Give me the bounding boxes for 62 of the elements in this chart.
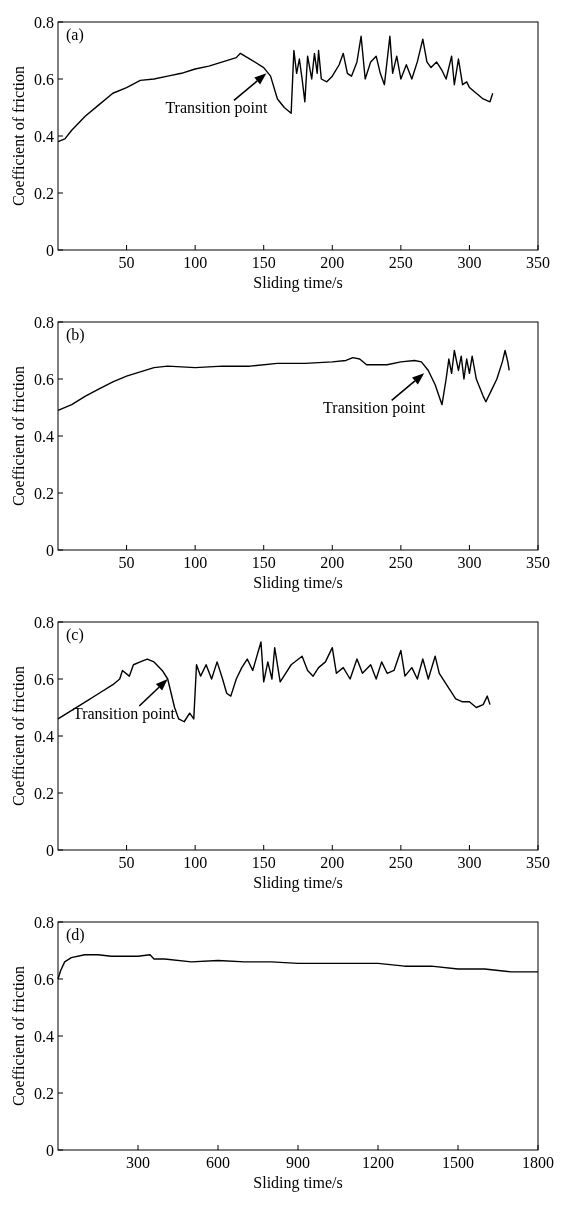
x-tick-label: 50 — [118, 554, 135, 571]
x-tick-label: 350 — [526, 854, 550, 871]
x-tick-label: 100 — [183, 254, 208, 271]
x-tick-label: 50 — [118, 254, 135, 271]
y-tick-label: 0.8 — [34, 913, 54, 931]
y-tick-label: 0 — [46, 841, 54, 859]
x-tick-label: 250 — [388, 554, 413, 571]
x-tick-label: 1800 — [522, 1154, 554, 1171]
x-tick-label: 300 — [457, 554, 482, 571]
x-tick-label: 200 — [320, 854, 345, 871]
x-tick-label: 300 — [457, 254, 482, 271]
y-tick-label: 0.4 — [34, 427, 54, 445]
x-axis-title: Sliding time/s — [253, 574, 343, 592]
y-tick-label: 0.6 — [34, 370, 54, 388]
y-tick-label: 0.6 — [34, 970, 54, 988]
annotation: Transition point — [323, 399, 426, 418]
y-tick-label: 0.2 — [34, 784, 54, 802]
x-tick-label: 1200 — [362, 1154, 394, 1171]
x-tick-label: 350 — [526, 254, 550, 271]
y-axis-title: Coefficient of friction — [10, 365, 27, 507]
y-tick-label: 0.8 — [34, 313, 54, 331]
y-tick-label: 0.4 — [34, 1027, 54, 1045]
y-tick-label: 0.8 — [34, 613, 54, 631]
x-tick-label: 50 — [118, 854, 135, 871]
y-tick-label: 0.8 — [34, 13, 54, 31]
y-tick-label: 0.2 — [34, 184, 54, 202]
x-tick-label: 150 — [251, 254, 276, 271]
x-tick-label: 150 — [251, 554, 276, 571]
annotation: Transition point — [72, 705, 176, 723]
y-axis-title: Coefficient of friction — [10, 65, 27, 207]
x-tick-label: 300 — [126, 1154, 150, 1171]
x-tick-label: 1500 — [442, 1154, 474, 1171]
x-tick-label: 900 — [286, 1154, 310, 1171]
x-tick-label: 350 — [526, 554, 550, 571]
x-axis-title: Sliding time/s — [253, 1174, 343, 1192]
x-tick-label: 100 — [183, 854, 208, 871]
y-axis-title: Coefficient of friction — [10, 665, 27, 807]
x-tick-label: 250 — [388, 254, 413, 271]
y-tick-label: 0.6 — [34, 670, 54, 688]
y-tick-label: 0 — [46, 241, 54, 259]
chart-title: (c) — [66, 626, 84, 644]
x-axis-title: Sliding time/s — [253, 274, 343, 292]
chart-title: (d) — [66, 926, 85, 944]
chart-title: (a) — [66, 26, 84, 44]
y-tick-label: 0.2 — [34, 484, 54, 502]
x-tick-label: 200 — [320, 554, 345, 571]
y-tick-label: 0 — [46, 1141, 54, 1159]
x-tick-label: 300 — [457, 854, 482, 871]
chart-title: (b) — [66, 326, 85, 344]
x-tick-label: 150 — [251, 854, 276, 871]
y-tick-label: 0.4 — [34, 127, 54, 145]
y-tick-label: 0.4 — [34, 727, 54, 745]
y-tick-label: 0 — [46, 541, 54, 559]
x-axis-title: Sliding time/s — [253, 874, 343, 892]
x-tick-label: 250 — [388, 854, 413, 871]
y-axis-title: Coefficient of friction — [10, 965, 27, 1107]
x-tick-label: 100 — [183, 554, 208, 571]
x-tick-label: 600 — [206, 1154, 230, 1171]
annotation: Transition point — [165, 99, 269, 118]
y-tick-label: 0.2 — [34, 1084, 54, 1102]
x-tick-label: 200 — [320, 254, 345, 271]
y-tick-label: 0.6 — [34, 70, 54, 88]
